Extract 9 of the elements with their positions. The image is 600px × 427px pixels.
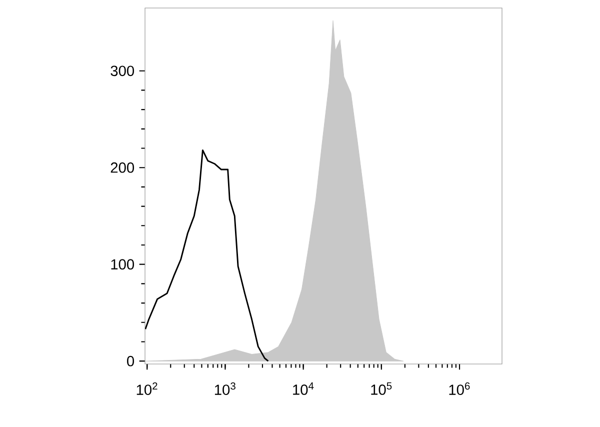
y-tick-label: 0: [127, 356, 134, 366]
x-tick-label: 10$^{5}$: [371, 382, 392, 395]
y-tick-label: 300: [110, 66, 134, 76]
x-tick-label: 10$^{2}$: [136, 382, 158, 395]
y-tick-label: 200: [110, 162, 134, 173]
x-tick-label: 10$^{4}$: [293, 382, 314, 395]
y-tick-label: 100: [111, 259, 134, 270]
x-tick-label: 10$^{3}$: [214, 382, 236, 395]
x-tick-label: 10$^{6}$: [449, 382, 470, 395]
